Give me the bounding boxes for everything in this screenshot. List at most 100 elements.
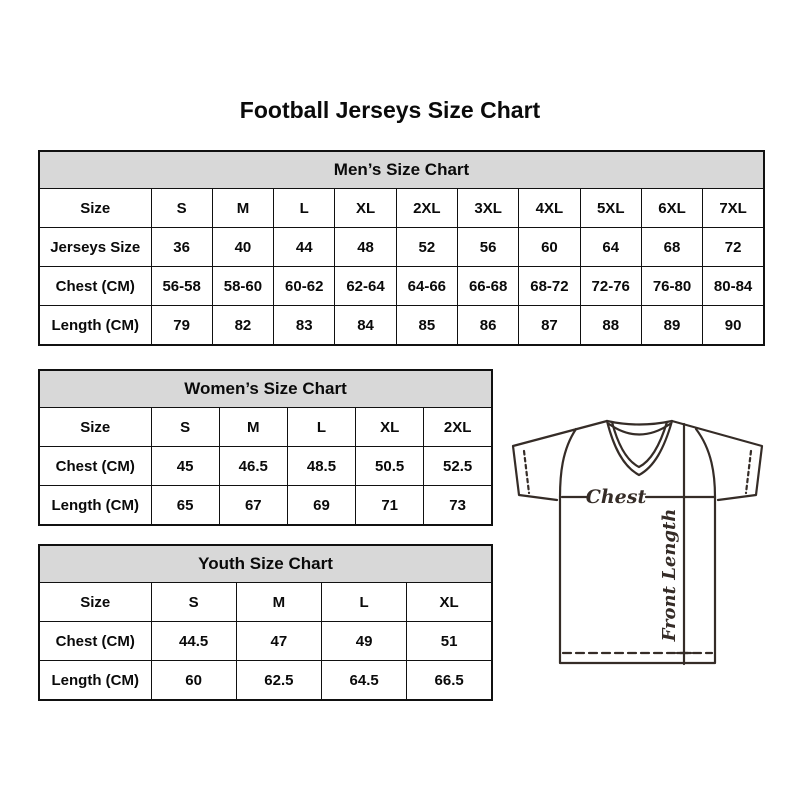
jersey-left-sleeve: [511, 419, 609, 502]
value-cell: 62.5: [235, 660, 323, 701]
row-label-cell: Length (CM): [38, 660, 152, 701]
size-header-cell: 2XL: [423, 407, 493, 447]
row-label-cell: Length (CM): [38, 485, 152, 526]
size-row-label-cell: Size: [38, 582, 152, 622]
value-cell: 48.5: [286, 446, 357, 486]
value-cell: 52: [395, 227, 458, 267]
value-cell: 52.5: [423, 446, 493, 486]
value-cell: 50.5: [355, 446, 425, 486]
size-header-cell: XL: [355, 407, 425, 447]
jersey-vneck-inner: [610, 420, 669, 469]
value-cell: 51: [406, 621, 493, 661]
value-cell: 84: [334, 305, 397, 346]
size-header-cell: S: [150, 188, 213, 228]
table-row: Length (CM) 65 67 69 71 73: [38, 485, 493, 526]
value-cell: 49: [320, 621, 408, 661]
value-cell: 88: [579, 305, 642, 346]
value-cell: 86: [456, 305, 520, 346]
value-cell: 79: [150, 305, 213, 346]
size-header-cell: M: [235, 582, 323, 622]
size-header-cell: 7XL: [702, 188, 765, 228]
value-cell: 71: [355, 485, 425, 526]
jersey-outline-icon: Chest Front Length: [511, 419, 764, 666]
jersey-left-armhole: [558, 427, 578, 499]
value-cell: 73: [423, 485, 493, 526]
jersey-body: [558, 495, 717, 665]
table-row: Chest (CM) 56-58 58-60 60-62 62-64 64-66 66-68…: [38, 266, 765, 306]
table-row: Chest (CM) 44.5 47 49 51: [38, 621, 493, 661]
value-cell: 58-60: [211, 266, 275, 306]
womens-size-table: Women’s Size Chart Size S M L XL 2XL Chest (CM)…: [38, 369, 493, 526]
jersey-right-armhole: [694, 427, 717, 499]
size-header-cell: 3XL: [456, 188, 520, 228]
value-cell: 45: [150, 446, 220, 486]
value-cell: 68-72: [518, 266, 581, 306]
chest-label: Chest: [586, 486, 647, 508]
value-cell: 64: [579, 227, 642, 267]
size-header-cell: 4XL: [518, 188, 581, 228]
size-header-cell: L: [320, 582, 408, 622]
page-title: Football Jerseys Size Chart: [239, 97, 541, 123]
size-header-cell: 6XL: [640, 188, 704, 228]
value-cell: 66-68: [456, 266, 520, 306]
value-cell: 36: [150, 227, 213, 267]
value-cell: 83: [273, 305, 336, 346]
size-row-label-cell: Size: [38, 188, 152, 228]
value-cell: 60: [150, 660, 237, 701]
value-cell: 44.5: [150, 621, 237, 661]
mens-size-table: Men’s Size Chart Size S M L XL 2XL 3XL 4XL 5XL 6XL…: [38, 150, 765, 346]
size-header-cell: M: [211, 188, 275, 228]
table-row: Length (CM) 79 82 83 84 85 86 87 88 89 90: [38, 305, 765, 346]
jersey-right-cuff-seam: [744, 449, 753, 495]
jersey-measurement-diagram: Chest Front Length: [500, 405, 800, 695]
row-label-cell: Jerseys Size: [38, 227, 152, 267]
size-header-cell: M: [218, 407, 288, 447]
table-title: Men’s Size Chart: [38, 150, 765, 189]
front-length-dimension-line: [675, 422, 693, 666]
size-header-cell: XL: [334, 188, 397, 228]
value-cell: 69: [286, 485, 357, 526]
row-label-cell: Chest (CM): [38, 266, 152, 306]
table-title: Women’s Size Chart: [38, 369, 493, 408]
value-cell: 89: [640, 305, 704, 346]
size-header-cell: S: [150, 582, 237, 622]
table-row: Length (CM) 60 62.5 64.5 66.5: [38, 660, 493, 701]
size-row-label-cell: Size: [38, 407, 152, 447]
front-length-label: Front Length: [659, 509, 680, 643]
size-header-cell: 2XL: [395, 188, 458, 228]
size-header-cell: L: [273, 188, 336, 228]
value-cell: 82: [211, 305, 275, 346]
jersey-right-sleeve: [670, 419, 764, 502]
size-header-cell: XL: [406, 582, 493, 622]
value-cell: 72: [702, 227, 765, 267]
youth-size-table: Youth Size Chart Size S M L XL Chest (CM) 44.5 4…: [38, 544, 493, 701]
value-cell: 67: [218, 485, 288, 526]
table-row: Chest (CM) 45 46.5 48.5 50.5 52.5: [38, 446, 493, 486]
value-cell: 66.5: [406, 660, 493, 701]
value-cell: 60-62: [273, 266, 336, 306]
value-cell: 46.5: [218, 446, 288, 486]
row-label-cell: Chest (CM): [38, 621, 152, 661]
value-cell: 56: [456, 227, 520, 267]
value-cell: 60: [518, 227, 581, 267]
value-cell: 48: [334, 227, 397, 267]
value-cell: 85: [395, 305, 458, 346]
jersey-left-cuff-seam: [522, 449, 531, 495]
row-label-cell: Length (CM): [38, 305, 152, 346]
value-cell: 64.5: [320, 660, 408, 701]
value-cell: 80-84: [702, 266, 765, 306]
value-cell: 65: [150, 485, 220, 526]
value-cell: 47: [235, 621, 323, 661]
value-cell: 40: [211, 227, 275, 267]
value-cell: 76-80: [640, 266, 704, 306]
size-header-cell: 5XL: [579, 188, 642, 228]
value-cell: 62-64: [334, 266, 397, 306]
value-cell: 68: [640, 227, 704, 267]
jersey-collar-top: [605, 419, 674, 426]
jersey-vneck-outer: [605, 419, 674, 477]
value-cell: 90: [702, 305, 765, 346]
value-cell: 72-76: [579, 266, 642, 306]
size-header-cell: L: [286, 407, 357, 447]
table-title: Youth Size Chart: [38, 544, 493, 583]
